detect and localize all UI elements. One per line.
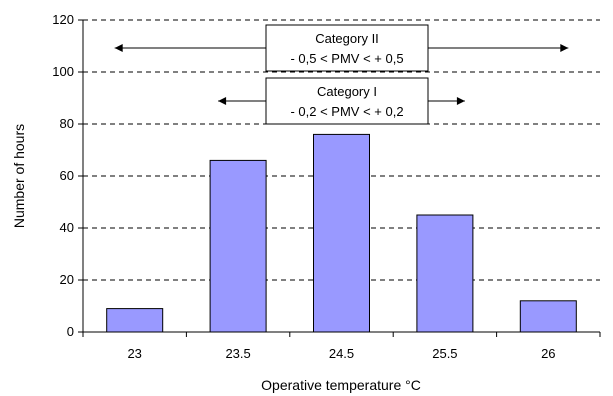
y-tick-label: 80 [60, 116, 74, 131]
x-tick-label: 24.5 [329, 346, 354, 361]
annotation-box [265, 77, 429, 125]
annotation-1: Category II - 0,5 < PMV < + 0,5 [114, 24, 569, 72]
x-tick-label: 23 [127, 346, 141, 361]
x-tick-label: 23.5 [225, 346, 250, 361]
bar [106, 308, 164, 333]
bar [519, 300, 577, 333]
y-tick-labels: 0 20 40 60 80 100 120 [52, 12, 74, 339]
bar [416, 214, 474, 333]
arrowhead-right [456, 97, 465, 105]
y-tick-label: 20 [60, 272, 74, 287]
arrowhead-left [218, 97, 227, 105]
annotation-range: - 0,5 < PMV < + 0,5 [290, 51, 403, 66]
y-tick-label: 60 [60, 168, 74, 183]
axes [78, 19, 601, 337]
annotation-title: Category I [317, 84, 377, 99]
annotation-title: Category II [315, 31, 379, 46]
y-tick-label: 100 [52, 64, 74, 79]
y-axis-title: Number of hours [11, 124, 27, 228]
bar [209, 159, 267, 333]
y-tick-label: 0 [67, 324, 74, 339]
annotation-box [265, 24, 429, 72]
annotation-2: Category I - 0,2 < PMV < + 0,2 [218, 77, 465, 125]
annotation-range: - 0,2 < PMV < + 0,2 [290, 104, 403, 119]
y-tick-label: 40 [60, 220, 74, 235]
bar [313, 133, 370, 333]
x-tick-label: 25.5 [432, 346, 457, 361]
x-axis-title: Operative temperature °C [261, 377, 421, 393]
arrowhead-left [114, 44, 123, 52]
y-tick-label: 120 [52, 12, 74, 27]
x-tick-labels: 23 23.5 24.5 25.5 26 [127, 346, 555, 361]
arrowhead-right [560, 44, 569, 52]
bars [106, 133, 577, 333]
x-tick-label: 26 [541, 346, 555, 361]
